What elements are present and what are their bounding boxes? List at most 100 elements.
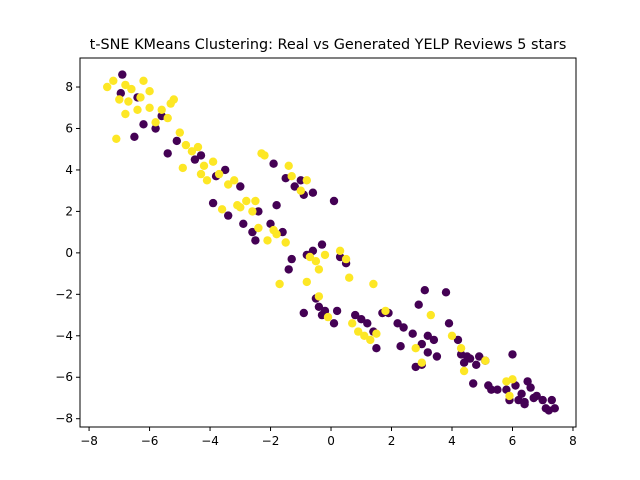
scatter-point (426, 310, 435, 320)
scatter-point (296, 186, 305, 195)
scatter-point (224, 180, 233, 189)
scatter-point (248, 227, 257, 237)
scatter-point (217, 205, 227, 214)
scatter-point (208, 198, 218, 208)
scatter-point (121, 80, 130, 90)
scatter-point (487, 385, 496, 394)
scatter-point (112, 134, 121, 143)
scatter-point (317, 240, 327, 249)
scatter-point (393, 319, 402, 328)
scatter-point (372, 344, 381, 353)
scatter-point (208, 157, 218, 166)
scatter-point (550, 404, 559, 413)
scatter-point (287, 172, 296, 181)
scatter-point (472, 360, 481, 369)
scatter-point (357, 315, 366, 324)
plot-frame (79, 57, 577, 428)
scatter-point (354, 327, 363, 336)
scatter-point (308, 188, 318, 197)
scatter-point (127, 84, 136, 94)
scatter-point (399, 323, 408, 332)
scatter-point (532, 391, 541, 401)
scatter-point (345, 273, 354, 282)
scatter-point (335, 246, 345, 255)
scatter-point (187, 147, 197, 156)
scatter-point (296, 176, 305, 185)
scatter-point (230, 176, 239, 185)
scatter-point (459, 366, 469, 376)
scatter-point (411, 344, 420, 353)
scatter-point (116, 89, 126, 98)
scatter-point (475, 352, 484, 361)
scatter-point (456, 344, 466, 353)
scatter-point (423, 331, 432, 340)
scatter-point (287, 254, 296, 264)
scatter-point (224, 211, 233, 220)
scatter-point (118, 70, 127, 79)
x-tick-label: 0 (327, 434, 335, 448)
x-tick-label: 4 (448, 434, 456, 448)
scatter-point (432, 352, 442, 361)
y-tick-label: −8 (55, 412, 73, 426)
scatter-point (139, 76, 148, 86)
scatter-point (190, 155, 200, 164)
scatter-point (302, 277, 311, 287)
scatter-point (369, 279, 378, 289)
x-tick-label: 8 (569, 434, 577, 448)
scatter-point (469, 379, 478, 388)
scatter-point (414, 300, 423, 309)
scatter-point (372, 329, 381, 338)
scatter-point (251, 196, 260, 206)
x-tick-label: −2 (262, 434, 280, 448)
scatter-point (221, 165, 230, 175)
scatter-point (157, 105, 166, 115)
scatter-point (459, 358, 469, 367)
y-tick-label: 8 (65, 80, 73, 94)
scatter-point (133, 105, 142, 115)
scatter-point (272, 201, 281, 210)
x-tick-label: 6 (509, 434, 517, 448)
scatter-point (520, 400, 529, 409)
scatter-point (275, 279, 284, 289)
scatter-point (163, 113, 172, 123)
chart-title: t-SNE KMeans Clustering: Real vs Generat… (90, 37, 567, 53)
scatter-point (320, 250, 330, 260)
scatter-point (329, 196, 339, 206)
scatter-point (444, 319, 454, 328)
scatter-point (236, 182, 245, 191)
scatter-point (169, 95, 178, 104)
scatter-point (453, 335, 463, 345)
scatter-point (269, 159, 278, 168)
scatter-point (136, 93, 145, 102)
scatter-point (196, 169, 206, 179)
y-tick-label: 4 (65, 163, 73, 177)
scatter-point (202, 176, 212, 185)
scatter-point (109, 76, 118, 86)
scatter-point (175, 128, 184, 137)
scatter-point (248, 207, 257, 216)
scatter-point (481, 356, 490, 365)
x-tick-label: −8 (80, 434, 98, 448)
scatter-point (508, 375, 517, 384)
scatter-point (351, 310, 360, 320)
scatter-point (281, 238, 290, 247)
scatter-point (145, 87, 154, 96)
scatter-point (381, 306, 390, 316)
scatter-point (547, 395, 556, 405)
scatter-point (199, 161, 209, 170)
scatter-point (145, 103, 154, 113)
scatter-point (299, 308, 308, 318)
scatter-point (193, 142, 203, 152)
y-tick-label: 0 (65, 246, 73, 260)
points-layer (103, 70, 559, 415)
scatter-point (139, 120, 148, 129)
scatter-point (260, 151, 269, 160)
y-tick-label: −2 (55, 287, 73, 301)
scatter-point (214, 169, 224, 179)
x-tick-label: −4 (201, 434, 219, 448)
scatter-point (266, 219, 275, 228)
scatter-point (417, 358, 426, 367)
scatter-point (314, 265, 324, 274)
scatter-point (314, 292, 324, 301)
scatter-point (130, 132, 139, 141)
